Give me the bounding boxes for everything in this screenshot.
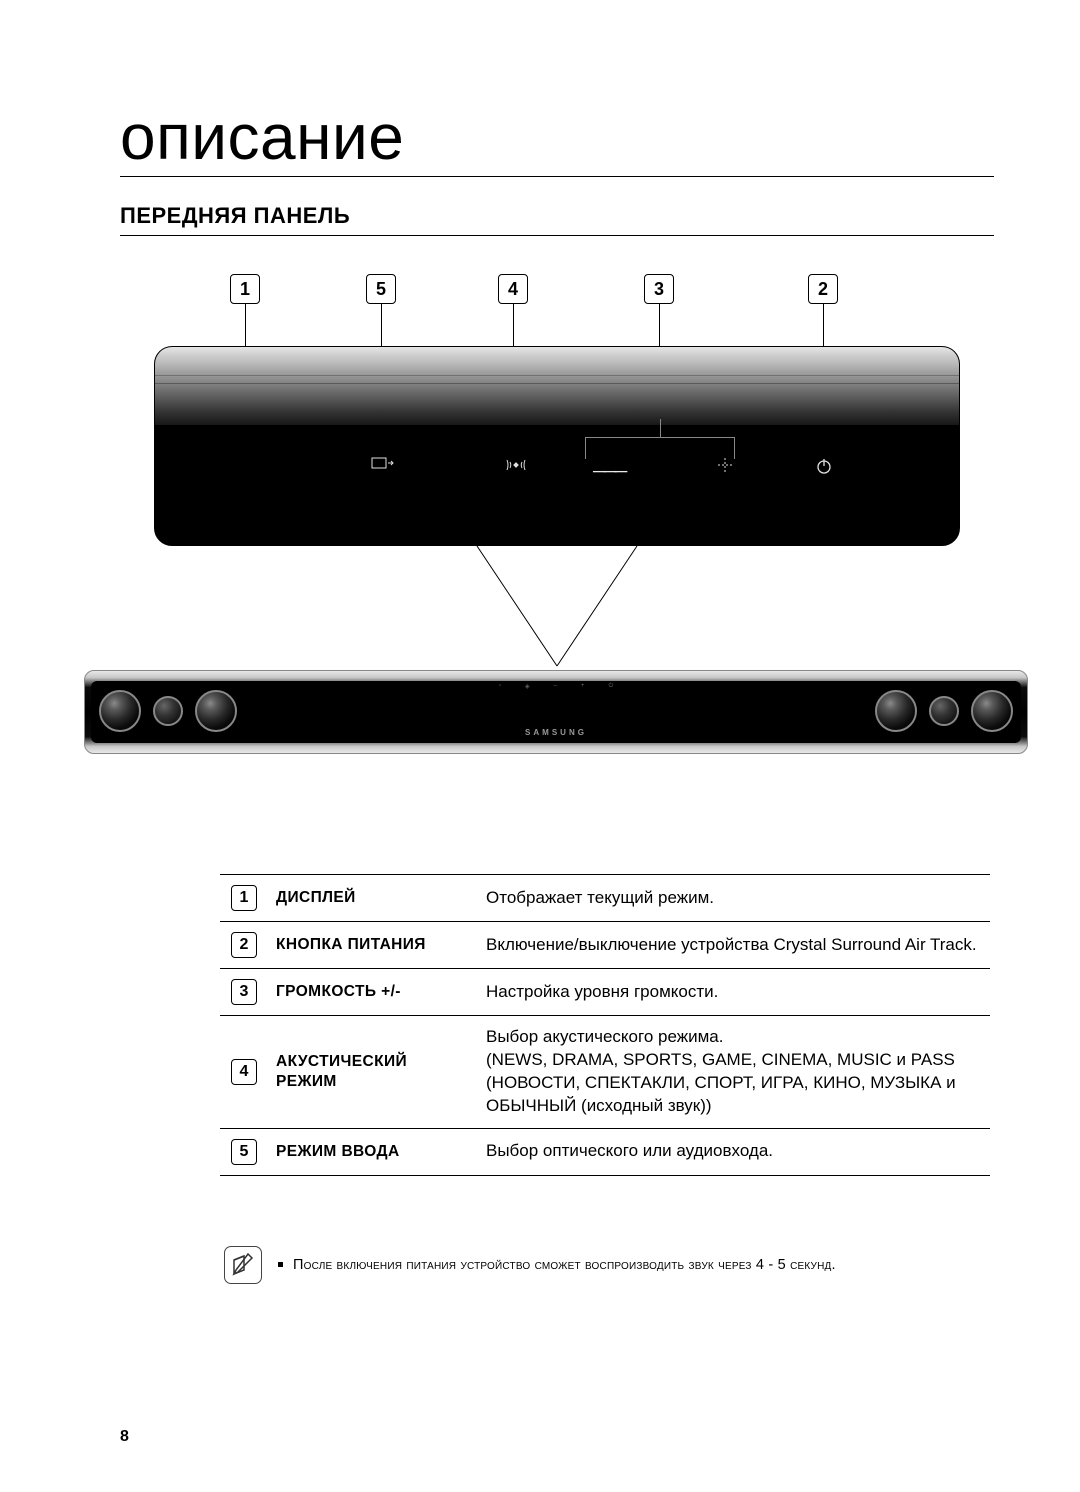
callout-5: 5 bbox=[366, 274, 396, 304]
table-row: 5 РЕЖИМ ВВОДАВыбор оптического или аудиов… bbox=[220, 1128, 990, 1175]
callout-4: 4 bbox=[498, 274, 528, 304]
row-number: 4 bbox=[231, 1059, 257, 1085]
speaker-right-1 bbox=[971, 690, 1013, 732]
speaker-left-3 bbox=[195, 690, 237, 732]
table-row: 2 КНОПКА ПИТАНИЯВключение/выключение устр… bbox=[220, 922, 990, 969]
zoom-control-panel: ─── bbox=[154, 346, 960, 546]
speaker-left-2 bbox=[153, 696, 183, 726]
table-row: 4 АКУСТИЧЕСКИЙ РЕЖИМВыбор акустического р… bbox=[220, 1016, 990, 1129]
volume-down-icon: ─── bbox=[593, 461, 625, 482]
row-label: ДИСПЛЕЙ bbox=[268, 875, 478, 922]
row-desc: Настройка уровня громкости. bbox=[478, 969, 990, 1016]
row-label: ГРОМКОСТЬ +/- bbox=[268, 969, 478, 1016]
row-label: АКУСТИЧЕСКИЙ РЕЖИМ bbox=[268, 1016, 478, 1129]
sound-mode-icon bbox=[505, 457, 527, 476]
volume-up-icon bbox=[715, 455, 735, 478]
power-icon bbox=[815, 457, 833, 478]
callout-3: 3 bbox=[644, 274, 674, 304]
row-label: КНОПКА ПИТАНИЯ bbox=[268, 922, 478, 969]
row-desc: Включение/выключение устройства Crystal … bbox=[478, 922, 990, 969]
input-mode-icon bbox=[371, 457, 395, 476]
front-panel-diagram: 1 5 4 3 2 bbox=[120, 274, 994, 754]
table-row: 3 ГРОМКОСТЬ +/-Настройка уровня громкости… bbox=[220, 969, 990, 1016]
brand-label: SAMSUNG bbox=[525, 728, 587, 737]
speaker-right-3 bbox=[875, 690, 917, 732]
row-number: 2 bbox=[231, 932, 257, 958]
page-title: описание bbox=[120, 100, 994, 177]
table-row: 1 ДИСПЛЕЙОтображает текущий режим. bbox=[220, 875, 990, 922]
row-desc: Выбор оптического или аудиовхода. bbox=[478, 1128, 990, 1175]
speaker-right-2 bbox=[929, 696, 959, 726]
callout-1: 1 bbox=[230, 274, 260, 304]
soundbar-device: ▫◈–+⏻ SAMSUNG bbox=[84, 670, 1028, 754]
speaker-left-1 bbox=[99, 690, 141, 732]
soundbar-mini-controls: ▫◈–+⏻ bbox=[499, 683, 613, 690]
controls-table: 1 ДИСПЛЕЙОтображает текущий режим. 2 КНОПКА… bbox=[220, 874, 990, 1176]
row-number: 5 bbox=[231, 1139, 257, 1165]
section-subtitle: ПЕРЕДНЯЯ ПАНЕЛЬ bbox=[120, 203, 350, 229]
note-text: После включения питания устройство сможе… bbox=[278, 1257, 836, 1273]
row-number: 1 bbox=[231, 885, 257, 911]
row-label: РЕЖИМ ВВОДА bbox=[268, 1128, 478, 1175]
row-desc: Выбор акустического режима. (NEWS, DRAMA… bbox=[478, 1016, 990, 1129]
pointer-v bbox=[467, 546, 647, 676]
page-number: 8 bbox=[120, 1428, 129, 1446]
row-desc: Отображает текущий режим. bbox=[478, 875, 990, 922]
note-icon bbox=[224, 1246, 262, 1284]
row-number: 3 bbox=[231, 979, 257, 1005]
note-row: После включения питания устройство сможе… bbox=[224, 1246, 994, 1284]
callout-2: 2 bbox=[808, 274, 838, 304]
